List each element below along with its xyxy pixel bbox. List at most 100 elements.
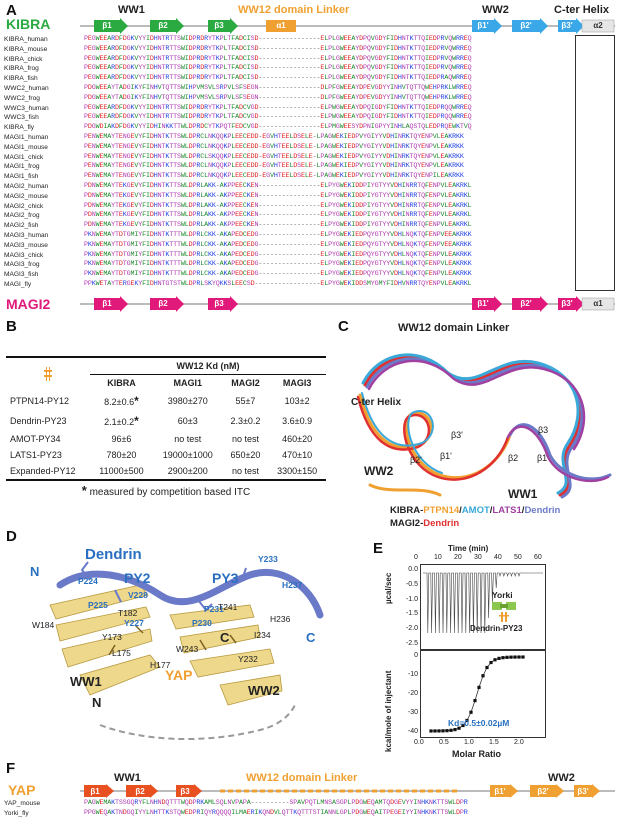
f-secondary-structure: [80, 784, 615, 798]
kd-col-header: MAGI3: [282, 378, 312, 388]
axis-tick-label: 0: [414, 554, 418, 561]
kd-value: 650±20: [223, 447, 269, 463]
e-data-point: [509, 655, 513, 659]
f-strand-b2p: β2': [537, 787, 549, 796]
axis-tick-label: 60: [534, 554, 542, 561]
f-ww2-label: WW2: [548, 772, 575, 784]
panel-letter-f: F: [6, 760, 16, 777]
seq-row: PDGWDIAKDFDGKVYYIDHINKKTTWLDPRDCYTKPQTFE…: [84, 123, 472, 132]
kd-value: 470±10: [268, 447, 326, 463]
e-data-point: [433, 729, 437, 733]
panel-letter-e: E: [373, 540, 384, 557]
kd-value: 96±6: [90, 431, 153, 447]
bottom-strand-b2p: β2': [520, 299, 532, 308]
seq-row: PEGWEEARDFDGKVYYIDHNTRTTSWIDPRDRYTKPLTFA…: [84, 44, 472, 53]
kd-star: *: [134, 394, 139, 408]
e-peptide-label: Dendrin-PY23: [470, 624, 523, 633]
seq-row: PKNWEMAYTDTGMIYFIDHNTKTTTWLDPRLCKK-AKAPE…: [84, 270, 472, 279]
kd-table-container: WW12 Kd (nM) KIBRA MAGI1 MAGI2 MAGI3 PTPN14…: [6, 356, 326, 498]
seq-row: PEGWEEARDFDGKVYYIDHNTRTTSWIDPRDRYTKPLTFA…: [84, 35, 472, 43]
c-b2p-label: β2': [410, 455, 422, 465]
kd-value: 11000±500: [90, 463, 153, 479]
seq-name: MAGI3_frog: [4, 261, 40, 269]
seq-name: MAGI2_mouse: [4, 192, 48, 200]
cter-helix-box: [575, 35, 615, 291]
seq-name: WWC3_fish: [4, 114, 39, 122]
axis-tick-label: 50: [514, 554, 522, 561]
d-res-l175: L175: [112, 648, 131, 658]
kd-row: LATS1-PY23 780±20 19000±1000 650±20 470±10: [6, 447, 326, 463]
seq-name: MAGI3_chick: [4, 251, 44, 259]
kd-value: 103±2: [268, 391, 326, 411]
panel-letter-b: B: [6, 318, 17, 335]
seq-name: MAGI_fly: [4, 280, 32, 288]
e-data-point: [441, 729, 445, 733]
seq-name: MAGI1_fish: [4, 173, 39, 181]
kd-value-text: 103±2: [284, 396, 310, 406]
f-strand-b2: β2: [135, 787, 145, 796]
structure-overlay-figure: [356, 353, 612, 499]
axis-tick-label: -2.0: [405, 625, 418, 633]
e-data-point: [521, 655, 525, 659]
d-res-y227: Y227: [124, 618, 144, 628]
seq-row: PDGWEEAYTADGIKYFINHVTQTTSWIHPVMSVLSRPVLS…: [84, 93, 472, 102]
axis-tick-label: 2.0: [514, 739, 524, 746]
e-data-point: [505, 655, 509, 659]
e-data-point: [473, 698, 477, 703]
d-res-i234: I234: [254, 630, 271, 640]
seq-row: PDNWEMAYTEKGEVYFIDHNTKTTSWLDPRLAKK-AKPPE…: [84, 181, 472, 190]
e-data-point: [489, 660, 493, 665]
axis-tick-label: 40: [494, 554, 502, 561]
axis-tick-label: 10: [434, 554, 442, 561]
c-legend-item: /: [489, 505, 493, 516]
kd-row: AMOT-PY34 96±6 no test no test 460±20: [6, 431, 326, 447]
c-ww1-label: WW1: [508, 487, 538, 501]
yap-dendrin-structure: [49, 561, 324, 741]
seq-row: PENWEMAYTENGEVYFIDHNTKTTSWLDPRCLNKQQKPLE…: [84, 132, 464, 141]
top-strand-b1: β1: [102, 21, 112, 30]
seq-name: MAGI1_human: [4, 133, 49, 141]
e-data-point: [449, 728, 453, 732]
seq-row: PKNWEMAYTDTGMIYFIDHNTKTTTWLDPRLCKK-AKAPE…: [84, 230, 472, 239]
kd-value: 55±7: [223, 391, 269, 411]
e-raw-trace-line: [423, 572, 543, 634]
d-py3-label: PY3: [212, 570, 239, 586]
seq-row: PPGWEQAKTNDGQIYYLNHTTKSTQWEDPRIQYRQQQQIL…: [84, 808, 468, 817]
d-res-p225: P225: [88, 600, 108, 610]
e-binding-isotherm: [429, 655, 525, 733]
axis-tick-label: 1.0: [464, 739, 474, 746]
kd-value-text: 8.2±0.6: [104, 397, 135, 407]
d-c-right: C: [306, 630, 316, 645]
kd-value: 3980±270: [153, 391, 223, 411]
seq-name: WWC2_human: [4, 84, 49, 92]
kd-value-text: no test: [231, 466, 259, 476]
kd-row: PTPN14-PY12 8.2±0.6* 3980±270 55±7 103±2: [6, 391, 326, 411]
seq-row: PDNWEMAYTEKGEVYFIDHNTKTTSWLDPRLAKK-AKPPE…: [84, 191, 472, 200]
top-strand-b1p: β1': [477, 21, 489, 30]
d-n-bottom: N: [92, 695, 102, 710]
kd-ligand: AMOT-PY34: [10, 434, 61, 444]
bottom-strand-b2: β2: [158, 299, 168, 308]
c-legend-item: AMOT: [461, 505, 490, 516]
kd-row: Expanded-PY12 11000±500 2900±200 no test 330…: [6, 463, 326, 479]
kd-value-text: 3980±270: [167, 396, 208, 406]
c-legend-item: KIBRA-: [390, 505, 424, 516]
linker-label: WW12 domain Linker: [238, 4, 350, 16]
seq-row: PDGWEEAYTADGIKYFINHVTQTTSWIHPVMSVLSRPVLS…: [84, 83, 472, 92]
d-res-p231: P231: [204, 604, 224, 614]
kd-row: Dendrin-PY23 2.1±0.2* 60±3 2.3±0.2 3.6±0.9: [6, 411, 326, 431]
c-ww2-label: WW2: [364, 464, 394, 478]
top-strand-b3p: β3': [561, 21, 573, 30]
kd-value: 3.6±0.9: [268, 411, 326, 431]
c-legend-item: Dendrin: [423, 518, 460, 529]
seq-name: KIBRA_fish: [4, 75, 38, 83]
c-legend-item: Dendrin: [524, 505, 561, 516]
kd-table: WW12 Kd (nM) KIBRA MAGI1 MAGI2 MAGI3 PTPN14…: [6, 358, 326, 479]
c-legend-item: /: [521, 505, 525, 516]
seq-row: PKNWEMAYTDTGMIYFIDHNTKTTTWLDPRLCKK-AKAPE…: [84, 240, 472, 249]
e-time-label: Time (min): [448, 544, 489, 553]
kd-value: no test: [223, 463, 269, 479]
f-yap-label: YAP: [8, 782, 36, 798]
alignment-names: KIBRA_human KIBRA_mouse KIBRA_chick KIBRA_f…: [4, 35, 82, 290]
kd-value-text: 11000±500: [99, 466, 144, 476]
